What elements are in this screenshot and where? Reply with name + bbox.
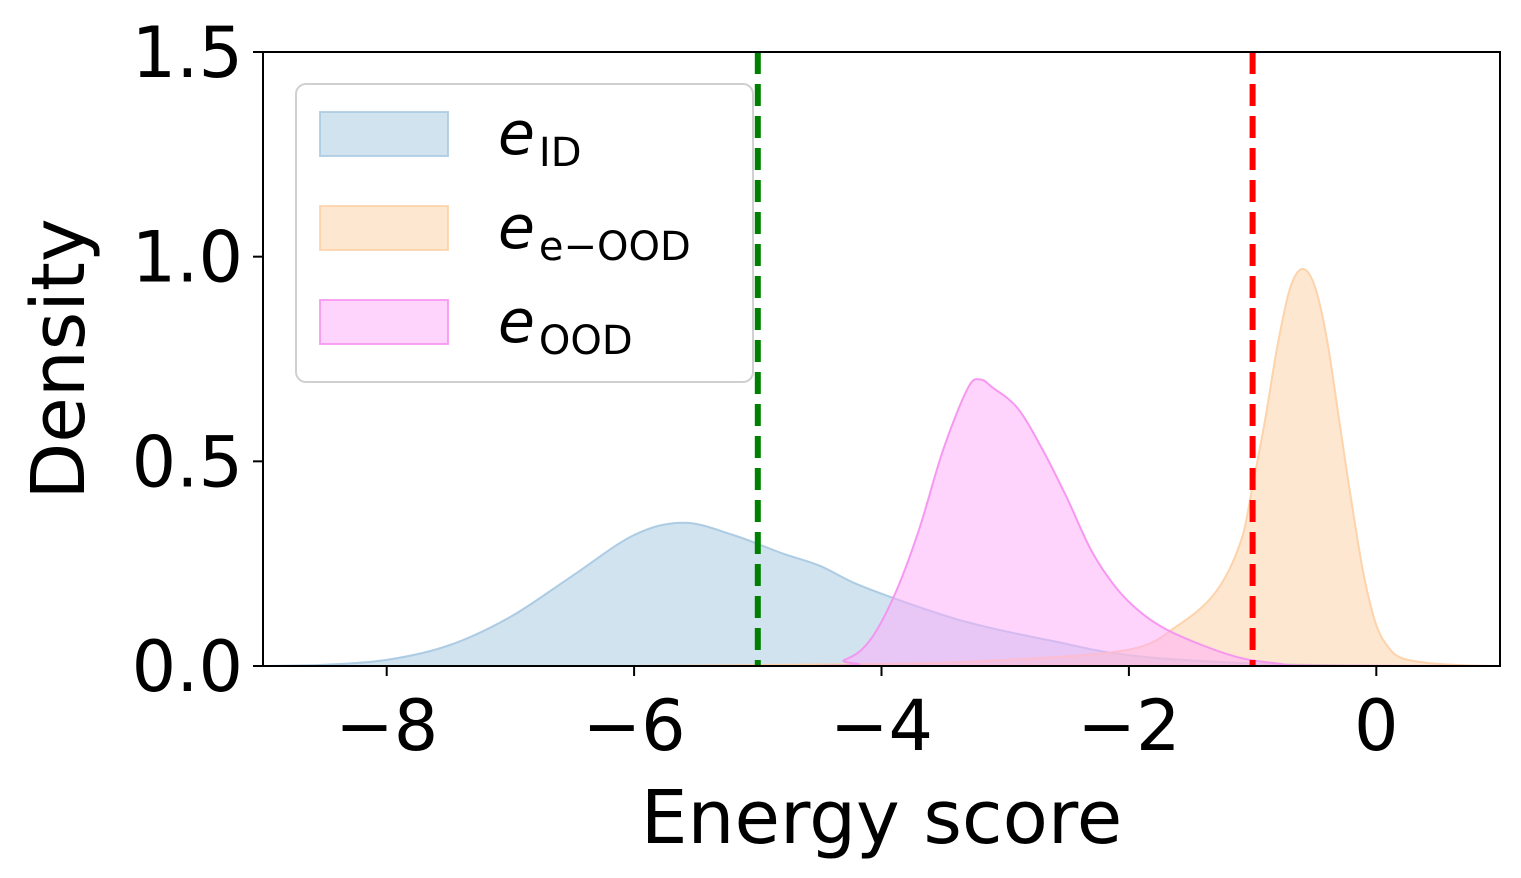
y-tick-label: 0.5 [132, 421, 243, 503]
density-curve-2 [262, 378, 1501, 668]
x-tick-label: −6 [582, 685, 685, 767]
density-areas [262, 267, 1501, 668]
x-axis-ticks: −8 −6 −4 −2 0 [335, 666, 1399, 767]
legend: e ID e e−OOD e OOD [295, 83, 754, 383]
y-tick-label: 1.0 [132, 217, 243, 299]
x-tick-label: 0 [1354, 685, 1399, 767]
x-tick-label: −8 [335, 685, 438, 767]
y-axis-label: Density [16, 218, 102, 499]
legend-swatch-0 [319, 111, 449, 157]
x-tick-label: −2 [1077, 685, 1180, 767]
legend-swatch-1 [319, 205, 449, 251]
x-axis-label: Energy score [641, 775, 1122, 861]
x-tick-label: −4 [830, 685, 933, 767]
threshold-lines [754, 52, 1256, 666]
legend-swatch-2 [319, 299, 449, 345]
legend-label-1: e e−OOD [498, 193, 691, 270]
legend-label-0: e ID [498, 99, 582, 176]
y-tick-label: 1.5 [132, 12, 243, 94]
y-tick-label: 0.0 [132, 626, 243, 708]
y-axis-ticks: 0.0 0.5 1.0 1.5 [132, 12, 263, 708]
legend-label-2: e OOD [498, 287, 633, 364]
